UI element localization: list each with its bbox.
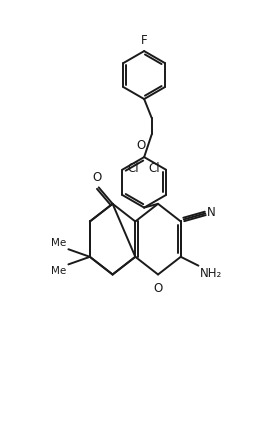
Text: N: N xyxy=(207,206,216,219)
Text: Me: Me xyxy=(51,266,66,276)
Text: Cl: Cl xyxy=(149,162,160,175)
Text: O: O xyxy=(93,171,102,184)
Text: NH₂: NH₂ xyxy=(200,267,222,280)
Text: O: O xyxy=(136,139,146,152)
Text: Cl: Cl xyxy=(128,162,140,175)
Text: Me: Me xyxy=(51,238,66,248)
Text: O: O xyxy=(154,281,163,294)
Text: F: F xyxy=(141,34,148,47)
